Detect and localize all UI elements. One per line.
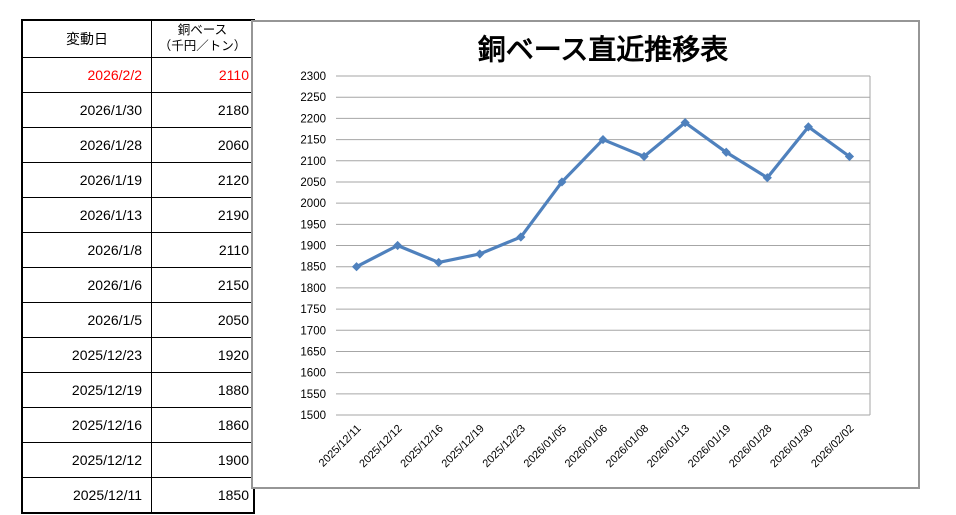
data-point-marker [516,232,526,242]
y-tick-label: 1600 [300,368,326,380]
table-row: 2026/1/19 2120 [21,162,255,198]
table-cell-value: 2110 [151,232,255,268]
table-cell-date: 2025/12/16 [21,407,152,443]
table-cell-value: 1900 [151,442,255,478]
table-row: 2025/12/23 1920 [21,337,255,373]
x-tick-label: 2025/12/12 [357,423,404,470]
y-tick-label: 2250 [300,92,326,104]
table-cell-value: 2060 [151,127,255,163]
y-tick-label: 2100 [300,156,326,168]
data-point-marker [598,134,608,145]
table-cell-value: 2120 [151,162,255,198]
table-row: 2026/1/28 2060 [21,127,255,163]
price-table: 変動日 銅ベース （千円／トン） 2026/2/2 2110 2026/1/30 21… [21,19,255,514]
y-tick-label: 1550 [300,389,326,401]
table-cell-value: 1920 [151,337,255,373]
y-tick-label: 1500 [300,410,326,422]
table-cell-value: 2180 [151,92,255,128]
x-tick-label: 2026/01/13 [645,423,692,470]
chart-title: 銅ベース直近推移表 [477,34,729,65]
y-tick-label: 2150 [300,135,326,147]
table-row: 2025/12/19 1880 [21,372,255,408]
column-header-value: 銅ベース （千円／トン） [151,19,255,58]
data-point-marker [434,257,444,268]
table-cell-date: 2026/2/2 [21,57,152,93]
y-tick-label: 2200 [300,113,326,125]
table-header-row: 変動日 銅ベース （千円／トン） [21,19,255,58]
y-tick-label: 1750 [300,304,326,316]
table-cell-date: 2026/1/13 [21,197,152,233]
data-point-marker [557,177,567,187]
x-tick-label: 2026/01/19 [686,423,733,470]
y-tick-label: 1650 [300,346,326,358]
table-row: 2026/1/8 2110 [21,232,255,268]
y-tick-label: 2300 [300,71,326,83]
x-tick-label: 2025/12/16 [398,423,445,470]
data-point-marker [803,122,813,132]
table-cell-date: 2025/12/23 [21,337,152,373]
table-row: 2026/1/5 2050 [21,302,255,338]
y-tick-label: 1800 [300,283,326,295]
data-point-marker [762,173,772,183]
table-cell-value: 1850 [151,477,255,514]
table-cell-value: 2190 [151,197,255,233]
table-cell-date: 2026/1/6 [21,267,152,303]
x-tick-label: 2026/02/02 [809,423,856,470]
x-tick-label: 2025/12/19 [439,423,486,470]
table-cell-value: 1860 [151,407,255,443]
table-cell-date: 2025/12/12 [21,442,152,478]
table-cell-date: 2025/12/11 [21,477,152,514]
data-point-marker [844,151,855,162]
table-row: 2026/1/30 2180 [21,92,255,128]
table-cell-date: 2026/1/30 [21,92,152,128]
x-tick-label: 2026/01/30 [768,423,815,470]
column-header-date: 変動日 [21,19,152,58]
table-cell-date: 2026/1/19 [21,162,152,198]
x-tick-label: 2026/01/08 [604,423,651,470]
table-cell-date: 2026/1/8 [21,232,152,268]
table-cell-date: 2026/1/28 [21,127,152,163]
x-tick-label: 2025/12/11 [317,423,364,470]
chart-plot-area: 2300 2250 2200 2150 2100 2050 2000 1950 1900 1850… [300,71,871,470]
data-point-marker [351,262,362,272]
data-point-marker [721,147,731,157]
table-row: 2026/2/2 2110 [21,57,255,93]
column-header-value-line2: （千円／トン） [158,39,247,53]
x-tick-label: 2025/12/23 [481,423,528,470]
y-tick-label: 1700 [300,325,326,337]
table-cell-value: 2050 [151,302,255,338]
table-row: 2026/1/13 2190 [21,197,255,233]
y-tick-label: 1850 [300,262,326,274]
table-cell-value: 1880 [151,372,255,408]
y-tick-label: 2000 [300,198,326,210]
table-cell-date: 2026/1/5 [21,302,152,338]
x-tick-label: 2026/01/28 [727,423,774,470]
data-point-marker [680,118,690,128]
x-tick-label: 2026/01/05 [522,423,569,470]
x-tick-label: 2026/01/06 [563,423,610,470]
y-tick-label: 1900 [300,241,326,253]
data-point-marker [475,249,485,259]
y-tick-label: 1950 [300,219,326,231]
table-row: 2025/12/11 1850 [21,477,255,514]
table-row: 2025/12/16 1860 [21,407,255,443]
table-cell-value: 2110 [151,57,255,93]
table-row: 2025/12/12 1900 [21,442,255,478]
table-row: 2026/1/6 2150 [21,267,255,303]
copper-price-chart: 2300 2250 2200 2150 2100 2050 2000 1950 1900 1850… [251,20,920,489]
data-point-marker [639,151,649,162]
table-cell-date: 2025/12/19 [21,372,152,408]
column-header-value-line1: 銅ベース [177,23,228,38]
table-cell-value: 2150 [151,267,255,303]
y-tick-label: 2050 [300,177,326,189]
